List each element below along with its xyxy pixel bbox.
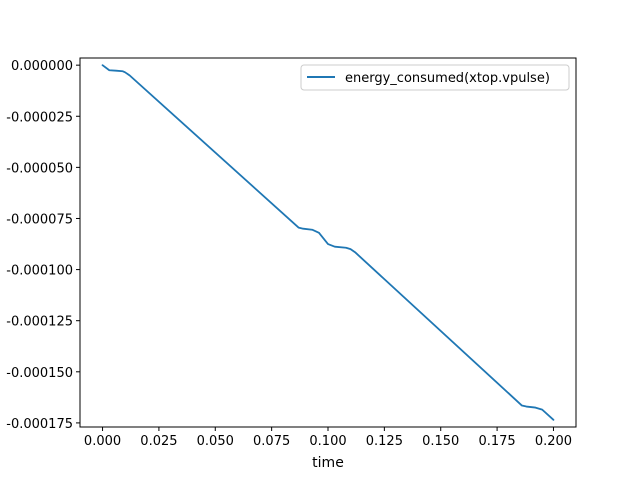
y-tick-label: -0.000100: [6, 264, 73, 279]
plot-area: [80, 58, 576, 427]
y-tick-label: -0.000025: [6, 110, 73, 125]
y-tick-label: -0.000050: [6, 161, 73, 176]
y-tick-label: -0.000075: [6, 212, 73, 227]
series-line: [101, 64, 555, 421]
y-tick-label: -0.000125: [6, 315, 73, 330]
x-tick-label: 0.150: [422, 434, 459, 449]
legend: energy_consumed(xtop.vpulse): [300, 64, 570, 91]
legend-label: energy_consumed(xtop.vpulse): [345, 71, 550, 86]
tick-layer: 0.000 0.025 0.050 0.075 0.100 0.125 0.150 0.175…: [6, 59, 572, 449]
x-tick-label: 0.075: [253, 434, 290, 449]
x-tick-label: 0.175: [478, 434, 515, 449]
plot-frame: [79, 57, 577, 428]
x-tick-label: 0.025: [140, 434, 177, 449]
x-tick-label: 0.200: [535, 434, 572, 449]
x-tick-label: 0.100: [309, 434, 346, 449]
y-tick-label: -0.000150: [6, 366, 73, 381]
y-tick-label: -0.000175: [6, 417, 73, 432]
x-tick-label: 0.125: [366, 434, 403, 449]
series-layer: [101, 64, 555, 421]
x-tick-label: 0.050: [197, 434, 234, 449]
y-tick-label: 0.000000: [11, 59, 73, 74]
x-axis-label: time: [312, 455, 344, 471]
x-tick-label: 0.000: [84, 434, 121, 449]
legend-box: [300, 64, 570, 91]
